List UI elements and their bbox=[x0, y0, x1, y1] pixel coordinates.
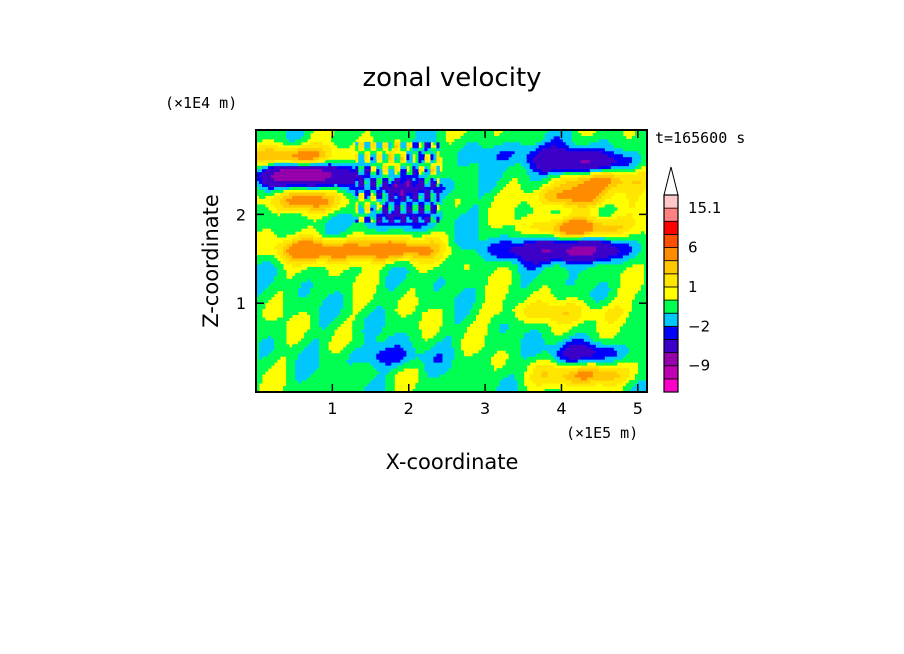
x-axis-label: X-coordinate bbox=[386, 450, 519, 474]
colorbar-swatch bbox=[663, 273, 679, 288]
plot-frame bbox=[255, 129, 648, 393]
colorbar-swatch bbox=[663, 247, 679, 262]
y-tick-label: 1 bbox=[236, 294, 246, 313]
colorbar-swatch bbox=[663, 325, 679, 340]
colorbar-swatch bbox=[663, 220, 679, 235]
y-unit-label: (×1E4 m) bbox=[165, 94, 237, 112]
plot-area bbox=[255, 129, 648, 393]
x-axis: 1 2 3 4 5 bbox=[327, 130, 643, 418]
colorbar-label: −9 bbox=[688, 357, 710, 375]
contour-field bbox=[256, 130, 647, 392]
colorbar-swatch bbox=[663, 365, 679, 380]
colorbar-label: 15.1 bbox=[688, 199, 721, 217]
colorbar-swatch bbox=[663, 312, 679, 327]
colorbar-swatch bbox=[663, 207, 679, 222]
y-axis: 12 bbox=[236, 205, 647, 313]
x-tick-label: 2 bbox=[404, 399, 414, 418]
colorbar-swatch bbox=[663, 260, 679, 275]
colorbar-swatch bbox=[663, 378, 679, 393]
time-label: t=165600 s bbox=[655, 129, 745, 147]
colorbar-swatch bbox=[663, 233, 679, 248]
colorbar-swatch bbox=[663, 339, 679, 354]
x-tick-label: 4 bbox=[556, 399, 566, 418]
x-tick-label: 1 bbox=[327, 399, 337, 418]
y-tick-label: 2 bbox=[236, 205, 246, 224]
colorbar-swatch bbox=[663, 194, 679, 209]
colorbar-label: 6 bbox=[688, 239, 698, 257]
x-unit-label: (×1E5 m) bbox=[566, 424, 638, 442]
y-axis-label: Z-coordinate bbox=[199, 194, 223, 328]
colorbar-swatch bbox=[663, 352, 679, 367]
colorbar-label: 1 bbox=[688, 278, 698, 296]
x-tick-label: 3 bbox=[480, 399, 490, 418]
chart-title: zonal velocity bbox=[362, 63, 541, 93]
x-tick-label: 5 bbox=[633, 399, 643, 418]
colorbar: 15.1 6 1 −2 −9 bbox=[663, 166, 721, 393]
colorbar-swatch bbox=[663, 286, 679, 301]
colorbar-swatch bbox=[663, 299, 679, 314]
colorbar-label: −2 bbox=[688, 317, 710, 335]
